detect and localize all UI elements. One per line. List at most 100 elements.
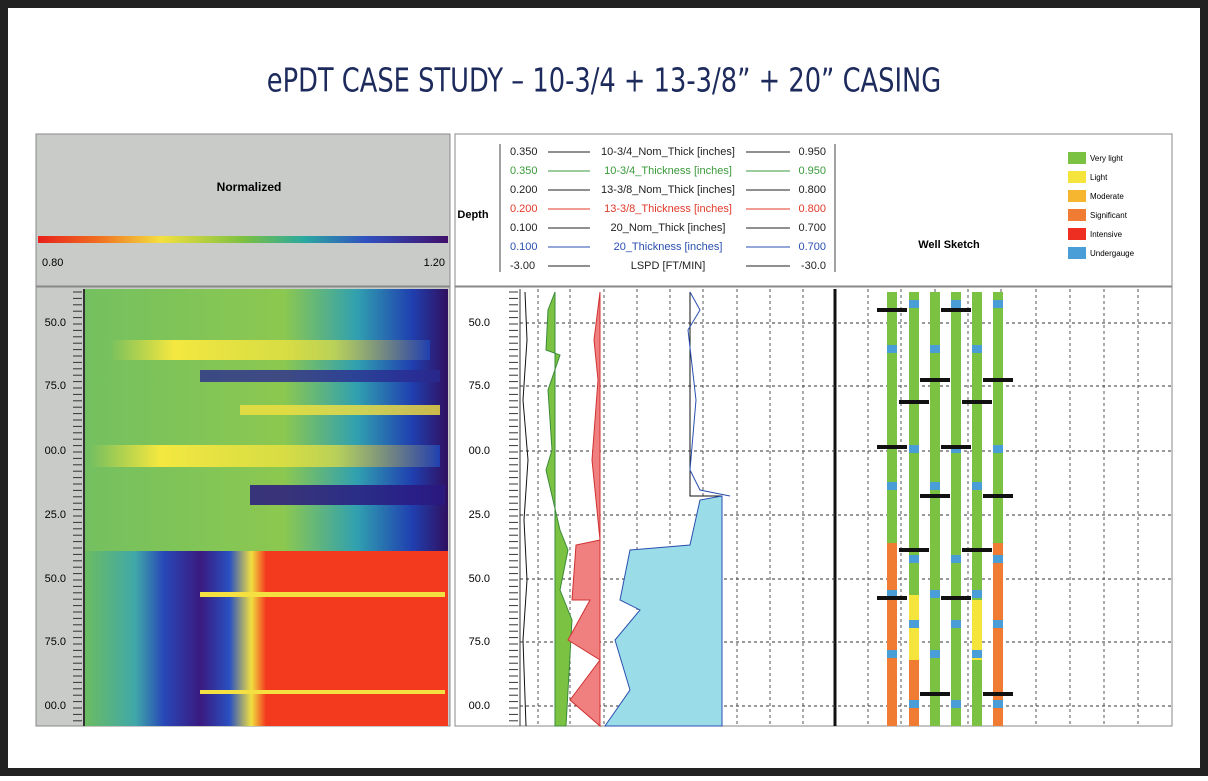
curve-name: 20_Nom_Thick [inches]: [611, 222, 726, 234]
collar: [941, 308, 971, 312]
undergauge: [993, 620, 1003, 628]
legend-label: Light: [1090, 173, 1108, 182]
curve-name: 10-3/4_Thickness [inches]: [604, 165, 732, 177]
curve-max: 0.700: [798, 241, 826, 253]
collar: [899, 548, 929, 552]
curve-name: 13-3/8_Nom_Thick [inches]: [601, 184, 735, 196]
curve-name: 10-3/4_Nom_Thick [inches]: [601, 146, 735, 158]
depth-labels: 50.0 50.0 75.0 75.0 00.0 00.0 25.0 25.0 50.0 50.0…: [45, 291, 518, 722]
casing-segment: [993, 292, 1003, 543]
undergauge: [951, 555, 961, 563]
curve-max: 0.700: [798, 222, 826, 234]
undergauge: [887, 345, 897, 353]
legend-label: Moderate: [1090, 192, 1124, 201]
collar: [983, 692, 1013, 696]
depth-label: 00.0: [45, 445, 66, 457]
casing-segment: [993, 543, 1003, 726]
slide-title: ePDT CASE STUDY – 10-3/4 + 13-3/8” + 20”…: [267, 61, 941, 99]
undergauge: [887, 650, 897, 658]
undergauge: [993, 445, 1003, 453]
casing-segment: [887, 543, 897, 726]
depth-label: 25.0: [469, 509, 490, 521]
undergauge: [930, 345, 940, 353]
curve-min: 0.100: [510, 241, 538, 253]
curve-name: LSPD [FT/MIN]: [631, 260, 706, 272]
undergauge: [909, 620, 919, 628]
undergauge: [930, 650, 940, 658]
curve-min: -3.00: [510, 260, 535, 272]
depth-label: 50.0: [45, 317, 66, 329]
collar: [920, 494, 950, 498]
depth-label: 50.0: [469, 317, 490, 329]
curve-max: 0.800: [798, 184, 826, 196]
well-sketch-title: Well Sketch: [918, 239, 980, 251]
undergauge: [887, 482, 897, 490]
collar: [983, 494, 1013, 498]
depth-label: 00.0: [45, 700, 66, 712]
well-sketch: [877, 292, 1013, 726]
legend-swatch: [1068, 152, 1086, 164]
legend-label: Very light: [1090, 154, 1124, 163]
casing-segment: [972, 292, 982, 600]
depth-label: 75.0: [469, 636, 490, 648]
casing-segment: [887, 292, 897, 543]
curve-name: 20_Thickness [inches]: [614, 241, 723, 253]
curve-max: -30.0: [801, 260, 826, 272]
casing-segment: [930, 292, 940, 726]
undergauge: [930, 590, 940, 598]
undergauge: [909, 555, 919, 563]
legend-label: Significant: [1090, 211, 1128, 220]
undergauge: [909, 300, 919, 308]
legend-swatch: [1068, 247, 1086, 259]
undergauge: [993, 300, 1003, 308]
scale-min: 0.80: [42, 257, 63, 269]
undergauge: [951, 300, 961, 308]
depth-title: Depth: [457, 209, 488, 221]
undergauge: [909, 700, 919, 708]
collar: [877, 308, 907, 312]
curve-min: 0.200: [510, 203, 538, 215]
undergauge: [930, 482, 940, 490]
undergauge: [972, 482, 982, 490]
curve-max: 0.800: [798, 203, 826, 215]
curve-min: 0.350: [510, 146, 538, 158]
collar: [877, 445, 907, 449]
casing-segment: [909, 292, 919, 595]
depth-label: 50.0: [45, 573, 66, 585]
casing-segment: [972, 600, 982, 660]
collar: [941, 445, 971, 449]
curve-min: 0.100: [510, 222, 538, 234]
legend-swatch: [1068, 190, 1086, 202]
scale-max: 1.20: [424, 257, 445, 269]
legend-swatch: [1068, 171, 1086, 183]
legend-label: Undergauge: [1090, 249, 1135, 258]
collar: [877, 596, 907, 600]
depth-label: 75.0: [469, 380, 490, 392]
depth-label: 25.0: [45, 509, 66, 521]
legend-swatch: [1068, 209, 1086, 221]
curve-max: 0.950: [798, 146, 826, 158]
depth-label: 75.0: [45, 380, 66, 392]
depth-label: 75.0: [45, 636, 66, 648]
curve-min: 0.350: [510, 165, 538, 177]
collar: [920, 378, 950, 382]
undergauge: [972, 345, 982, 353]
legend-swatch: [1068, 228, 1086, 240]
curve-min: 0.200: [510, 184, 538, 196]
undergauge: [972, 590, 982, 598]
curve-max: 0.950: [798, 165, 826, 177]
collar: [962, 548, 992, 552]
curve-header: 0.350 10-3/4_Nom_Thick [inches] 0.950 0.350…: [510, 146, 826, 272]
undergauge: [951, 620, 961, 628]
depth-label: 00.0: [469, 700, 490, 712]
depth-label: 00.0: [469, 445, 490, 457]
casing-segment: [909, 660, 919, 726]
collar: [941, 596, 971, 600]
undergauge: [972, 650, 982, 658]
undergauge: [887, 590, 897, 598]
curve-name: 13-3/8_Thickness [inches]: [604, 203, 732, 215]
collar: [983, 378, 1013, 382]
panel-title: Normalized: [217, 180, 282, 194]
